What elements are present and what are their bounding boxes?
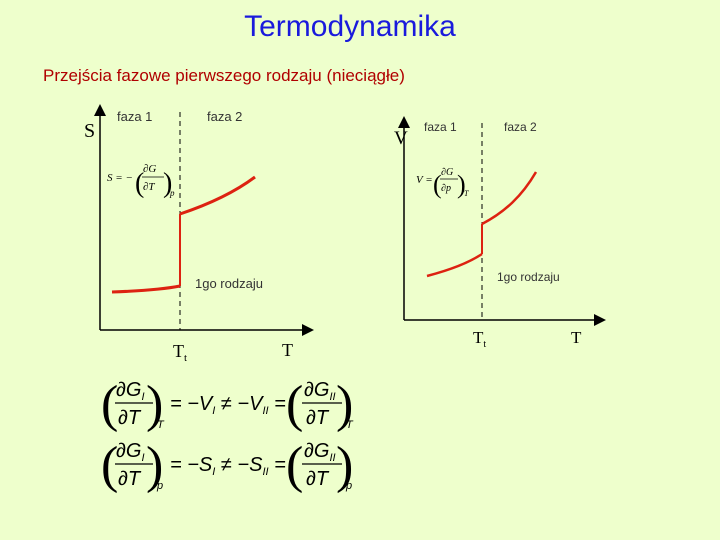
formula-volume: ( ∂GI ∂T ) T = −VI ≠ −VII = ( ∂GII ∂T ) … [101, 376, 354, 433]
left-phase1-label: faza 1 [117, 109, 152, 124]
svg-text:p: p [156, 480, 163, 492]
right-phase2-label: faza 2 [504, 120, 537, 134]
svg-text:∂T: ∂T [118, 407, 142, 429]
right-phase2-curve [481, 171, 538, 226]
right-plot: V T Tt faza 1 faza 2 1go rodzaju V = ( ∂… [394, 116, 606, 350]
right-definition-formula: V = ( ∂G ∂p ) T [416, 167, 469, 199]
left-phase1-curve [111, 284, 181, 294]
svg-text:(: ( [135, 168, 144, 199]
svg-text:∂T: ∂T [118, 468, 142, 490]
svg-text:= −SI ≠ −SII =: = −SI ≠ −SII = [170, 454, 286, 478]
right-transition-type-label: 1go rodzaju [497, 270, 560, 284]
page-subtitle: Przejścia fazowe pierwszego rodzaju (nie… [43, 66, 405, 85]
svg-text:V =: V = [416, 174, 433, 186]
left-phase2-label: faza 2 [207, 109, 242, 124]
svg-text:(: ( [286, 437, 303, 494]
svg-text:∂GII: ∂GII [304, 440, 336, 464]
right-transition-temp-label: Tt [473, 328, 486, 350]
svg-text:): ) [146, 376, 163, 433]
svg-text:∂T: ∂T [306, 407, 330, 429]
svg-text:T: T [464, 189, 469, 198]
svg-text:): ) [163, 168, 172, 199]
page-title: Termodynamika [244, 10, 456, 43]
svg-text:(: ( [286, 376, 303, 433]
left-transition-type-label: 1go rodzaju [195, 276, 263, 291]
left-y-axis-label: S [84, 120, 95, 142]
svg-text:∂p: ∂p [441, 183, 451, 194]
svg-text:(: ( [101, 437, 118, 494]
left-x-axis-label: T [282, 340, 293, 360]
svg-text:= −VI ≠ −VII =: = −VI ≠ −VII = [170, 393, 286, 417]
svg-text:T: T [346, 419, 354, 431]
right-phase1-label: faza 1 [424, 120, 457, 134]
left-definition-formula: S = − ( ∂G ∂T ) p [107, 163, 175, 199]
svg-text:): ) [336, 437, 353, 494]
right-x-axis-label: T [571, 328, 582, 347]
svg-text:S = −: S = − [107, 172, 133, 184]
svg-text:∂GI: ∂GI [116, 379, 145, 403]
right-y-axis-label: V [394, 128, 408, 149]
svg-text:T: T [157, 419, 165, 431]
right-phase1-curve [426, 252, 483, 278]
svg-text:∂GII: ∂GII [304, 379, 336, 403]
svg-text:p: p [169, 188, 175, 198]
svg-text:∂G: ∂G [441, 167, 453, 178]
svg-text:∂G: ∂G [143, 163, 156, 175]
left-phase2-curve [179, 175, 256, 216]
svg-text:): ) [457, 170, 466, 199]
svg-text:p: p [345, 480, 352, 492]
left-transition-temp-label: Tt [173, 341, 187, 364]
svg-text:∂T: ∂T [143, 181, 155, 193]
svg-text:(: ( [433, 170, 442, 199]
svg-text:(: ( [101, 376, 118, 433]
left-plot: S T Tt faza 1 faza 2 1go rodzaju S = − (… [84, 104, 314, 364]
svg-text:∂GI: ∂GI [116, 440, 145, 464]
svg-text:∂T: ∂T [306, 468, 330, 490]
formula-entropy: ( ∂GI ∂T ) p = −SI ≠ −SII = ( ∂GII ∂T ) … [101, 437, 353, 494]
svg-text:): ) [336, 376, 353, 433]
svg-text:): ) [146, 437, 163, 494]
